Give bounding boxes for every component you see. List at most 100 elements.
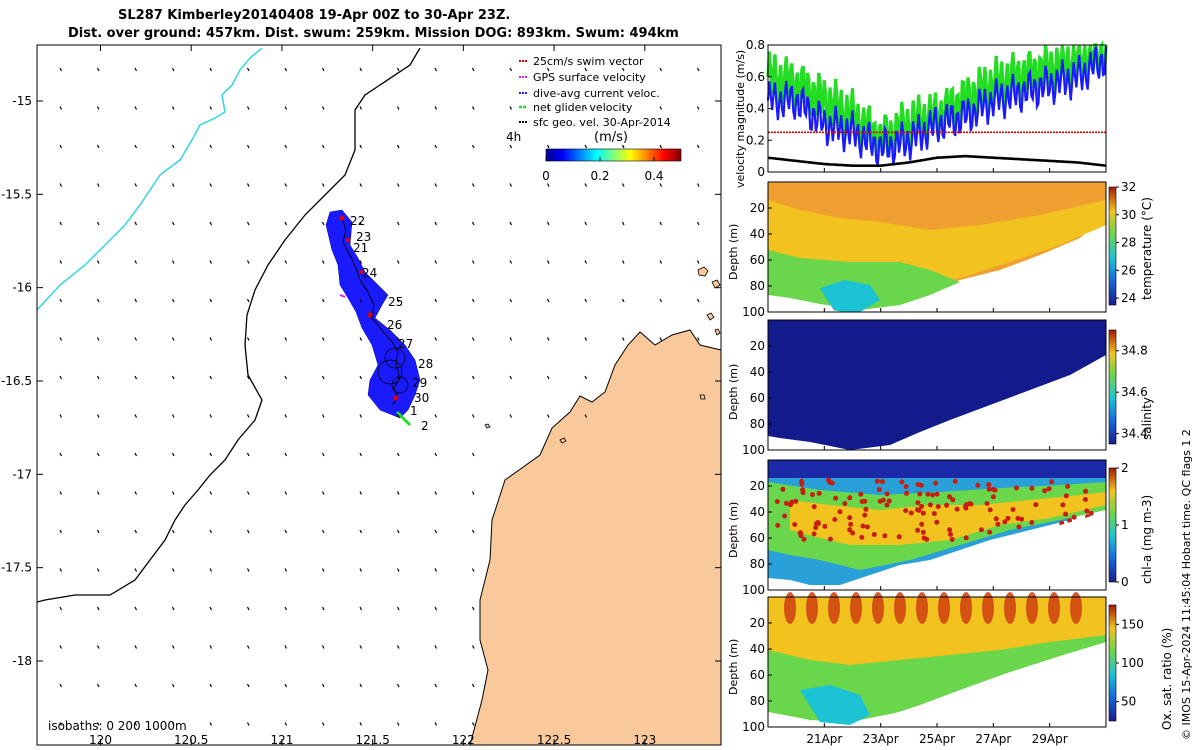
map-ytick-label: -15.5 (1, 187, 32, 201)
track-day-label: 27 (398, 337, 413, 351)
map-xtick-label: 122 (452, 733, 475, 747)
imos-credit: © IMOS 15-Apr-2024 11:45:04 Hobart time.… (1180, 429, 1193, 740)
land-mass (469, 329, 721, 745)
map-xtick-label: 120 (89, 733, 112, 747)
map-ytick-label: -16 (12, 281, 32, 295)
temperature-colorbar (1108, 186, 1117, 306)
depth-tick: 60 (750, 668, 765, 682)
date-tick: 29Apr (1032, 732, 1068, 746)
chart-title: SL287 Kimberley20140408 19-Apr 00Z to 30… (118, 8, 511, 23)
velocity-ytick: 0 (757, 165, 765, 179)
map-ytick-label: -18 (12, 654, 32, 668)
chla-ylabel: Depth (m) (727, 501, 740, 558)
track-day-label: 22 (350, 214, 365, 228)
map-xtick-label: 120.5 (174, 733, 208, 747)
depth-tick: 100 (742, 443, 765, 457)
depth-tick: 80 (750, 557, 765, 571)
date-tick: 21Apr (806, 732, 842, 746)
temperature-panel (767, 181, 1107, 313)
depth-tick: 80 (750, 417, 765, 431)
oxy-cblabel: Ox. sat. ratio (%) (1160, 627, 1174, 730)
legend-current: dive-avg current veloc. (533, 87, 660, 100)
colorbar-tick: 28 (1121, 236, 1136, 250)
depth-tick: 40 (750, 227, 765, 241)
depth-tick: 60 (750, 531, 765, 545)
chla-cblabel: chl-a (mg m-3) (1140, 494, 1154, 584)
colorbar-tick: 150 (1121, 617, 1144, 631)
velocity-ytick: 0.8 (746, 38, 765, 52)
velocity-panel (766, 40, 1108, 173)
map-xtick-label: 122.5 (537, 733, 571, 747)
colorbar-tick: 26 (1121, 263, 1136, 277)
depth-tick: 40 (750, 365, 765, 379)
legend-net: net glider velocity (533, 101, 633, 114)
colorbar-tick: 1 (1121, 518, 1129, 532)
track-day-label: 24 (362, 266, 377, 280)
sal-ylabel: Depth (m) (727, 363, 740, 420)
track-day-label: 28 (418, 357, 433, 371)
isobath-1000m (37, 47, 263, 311)
track-day-label: 29 (412, 376, 427, 390)
map-xtick-label: 121 (270, 733, 293, 747)
track-day-label: 23 (356, 230, 371, 244)
map-xtick-label: 123 (633, 733, 656, 747)
depth-tick: 100 (742, 305, 765, 319)
colorbar-tick: 100 (1121, 656, 1144, 670)
track-day-label: 2 (421, 419, 429, 433)
track-day-label: 1 (410, 404, 418, 418)
map-ytick-label: -15 (12, 94, 32, 108)
sal-cblabel: salinity (1140, 396, 1154, 440)
colorbar-tick: 32 (1121, 180, 1136, 194)
colorbar-tick: 34.8 (1121, 344, 1148, 358)
colorbar-tick: 24 (1121, 291, 1136, 305)
legend-gps: GPS surface velocity (533, 71, 646, 84)
velocity-series-line (767, 154, 1107, 167)
speed-colorbar (545, 148, 682, 162)
depth-tick: 20 (750, 201, 765, 215)
depth-tick: 60 (750, 253, 765, 267)
depth-tick: 80 (750, 694, 765, 708)
depth-tick: 80 (750, 279, 765, 293)
oxygen-colorbar (1108, 604, 1117, 722)
colorbar-tick: 2 (1121, 461, 1129, 475)
depth-tick: 100 (742, 583, 765, 597)
velocity-ylabel: velocity magnitude (m/s) (734, 49, 747, 188)
colorbar-tick: 0 (542, 169, 550, 183)
time-marker: 4h (506, 130, 521, 144)
track-day-label: 26 (387, 318, 402, 332)
temp-cblabel: temperature (°C) (1140, 197, 1154, 300)
track-day-label: 30 (414, 391, 429, 405)
isobath-200m (37, 47, 421, 603)
colorbar-tick: 0.2 (590, 169, 609, 183)
date-tick: 23Apr (863, 732, 899, 746)
depth-tick: 20 (750, 616, 765, 630)
colorbar-label: (m/s) (594, 130, 628, 145)
map-ytick-label: -17 (12, 467, 32, 481)
temp-ylabel: Depth (m) (727, 223, 740, 280)
surface-velocity-arrows (59, 67, 700, 726)
salinity-panel (767, 319, 1107, 451)
map-ytick-label: -17.5 (1, 561, 32, 575)
map-legend: 25cm/s swim vector GPS surface velocity … (519, 55, 671, 129)
depth-tick: 40 (750, 642, 765, 656)
colorbar-tick: 34.4 (1121, 427, 1148, 441)
velocity-series-line (766, 46, 1108, 168)
colorbar-tick: 0 (1121, 575, 1129, 589)
velocity-ytick: 0.4 (746, 102, 765, 116)
colorbar-tick: 34.6 (1121, 385, 1148, 399)
map-ytick-label: -16.5 (1, 374, 32, 388)
chla-colorbar (1108, 467, 1117, 583)
colorbar-tick: 50 (1121, 695, 1136, 709)
chla-panel (767, 459, 1107, 591)
isobaths-label: isobaths: 0 200 1000m (48, 719, 187, 733)
oxy-ylabel: Depth (m) (727, 638, 740, 695)
colorbar-tick: 30 (1121, 208, 1136, 222)
depth-tick: 40 (750, 505, 765, 519)
depth-tick: 100 (742, 720, 765, 734)
velocity-ytick: 0.2 (746, 133, 765, 147)
legend-sfc: sfc geo. vel. 30-Apr-2014 (533, 116, 671, 129)
legend-swim: 25cm/s swim vector (533, 55, 644, 68)
oxygen-panel (767, 592, 1107, 728)
date-tick: 25Apr (919, 732, 955, 746)
